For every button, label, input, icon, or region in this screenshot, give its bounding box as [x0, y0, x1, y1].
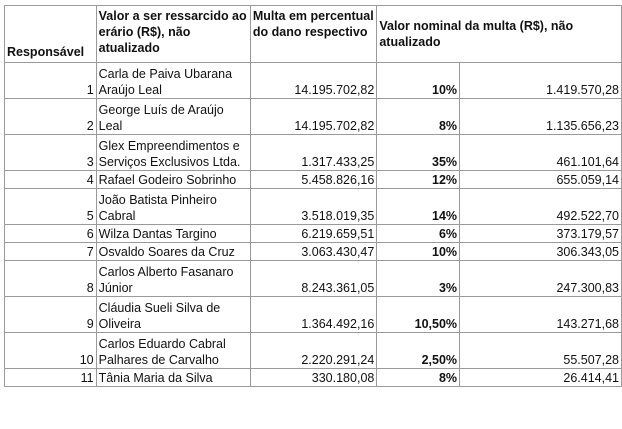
- row-valor-nominal: 143.271,68: [459, 296, 622, 333]
- table-row: 1 Carla de Paiva Ubarana Araújo Leal 14.19…: [4, 62, 622, 99]
- row-valor-nominal: 1.135.656,23: [459, 98, 622, 135]
- row-valor-nominal: 373.179,57: [459, 224, 622, 243]
- row-responsavel-name: Carlos Eduardo Cabral Palhares de Carval…: [95, 332, 251, 369]
- row-responsavel-name: Glex Empreendimentos e Serviços Exclusiv…: [95, 134, 251, 171]
- row-valor-ressarcido: 2.220.291,24: [249, 332, 378, 369]
- row-valor-ressarcido: 330.180,08: [249, 368, 378, 387]
- row-number: 2: [4, 98, 97, 135]
- row-number: 4: [4, 170, 97, 189]
- row-number: 9: [4, 296, 97, 333]
- row-responsavel-name: Wilza Dantas Targino: [95, 224, 251, 243]
- table-row: 5 João Batista Pinheiro Cabral 3.518.019,3…: [4, 188, 622, 225]
- row-responsavel-name: João Batista Pinheiro Cabral: [95, 188, 251, 225]
- header-responsavel: Responsável: [4, 5, 97, 63]
- row-multa-percentual: 2,50%: [376, 332, 461, 369]
- row-number: 5: [4, 188, 97, 225]
- row-multa-percentual: 8%: [376, 98, 461, 135]
- row-valor-nominal: 1.419.570,28: [459, 62, 622, 99]
- table-row: 8 Carlos Alberto Fasanaro Júnior 8.243.361…: [4, 260, 622, 297]
- row-valor-ressarcido: 14.195.702,82: [249, 98, 378, 135]
- table-row: 9 Cláudia Sueli Silva de Oliveira 1.364.49…: [4, 296, 622, 333]
- row-valor-ressarcido: 5.458.826,16: [249, 170, 378, 189]
- table-row: 10 Carlos Eduardo Cabral Palhares de Carv…: [4, 332, 622, 369]
- row-responsavel-name: Carlos Alberto Fasanaro Júnior: [95, 260, 251, 297]
- row-responsavel-name: Osvaldo Soares da Cruz: [95, 242, 251, 261]
- row-number: 6: [4, 224, 97, 243]
- row-valor-nominal: 26.414,41: [459, 368, 622, 387]
- table-row: 7 Osvaldo Soares da Cruz 3.063.430,47 10% 30…: [4, 242, 622, 261]
- row-multa-percentual: 8%: [376, 368, 461, 387]
- row-multa-percentual: 10%: [376, 242, 461, 261]
- header-row: Responsável Valor a ser ressarcido ao er…: [4, 5, 622, 63]
- row-number: 7: [4, 242, 97, 261]
- row-number: 3: [4, 134, 97, 171]
- row-responsavel-name: Cláudia Sueli Silva de Oliveira: [95, 296, 251, 333]
- fine-table-container: Responsável Valor a ser ressarcido ao er…: [4, 5, 622, 387]
- row-responsavel-name: Rafael Godeiro Sobrinho: [95, 170, 251, 189]
- row-responsavel-name: Tânia Maria da Silva: [95, 368, 251, 387]
- row-responsavel-name: George Luís de Araújo Leal: [95, 98, 251, 135]
- header-multa-percentual: Multa em percentual do dano respectivo: [249, 5, 378, 63]
- row-multa-percentual: 10,50%: [376, 296, 461, 333]
- row-number: 1: [4, 62, 97, 99]
- row-valor-nominal: 492.522,70: [459, 188, 622, 225]
- header-valor-nominal: Valor nominal da multa (R$), não atualiz…: [376, 5, 622, 63]
- row-multa-percentual: 12%: [376, 170, 461, 189]
- row-valor-ressarcido: 14.195.702,82: [249, 62, 378, 99]
- row-multa-percentual: 6%: [376, 224, 461, 243]
- row-valor-ressarcido: 1.364.492,16: [249, 296, 378, 333]
- table-row: 3 Glex Empreendimentos e Serviços Exclusi…: [4, 134, 622, 171]
- row-multa-percentual: 10%: [376, 62, 461, 99]
- row-valor-ressarcido: 3.063.430,47: [249, 242, 378, 261]
- row-number: 8: [4, 260, 97, 297]
- table-row: 2 George Luís de Araújo Leal 14.195.702,82…: [4, 98, 622, 135]
- table-row: 11 Tânia Maria da Silva 330.180,08 8% 26.414…: [4, 368, 622, 387]
- row-multa-percentual: 3%: [376, 260, 461, 297]
- row-valor-nominal: 247.300,83: [459, 260, 622, 297]
- row-number: 10: [4, 332, 97, 369]
- table-row: 4 Rafael Godeiro Sobrinho 5.458.826,16 12% 6…: [4, 170, 622, 189]
- header-valor-ressarcido: Valor a ser ressarcido ao erário (R$), n…: [95, 5, 251, 63]
- table-row: 6 Wilza Dantas Targino 6.219.659,51 6% 373.1…: [4, 224, 622, 243]
- row-valor-ressarcido: 8.243.361,05: [249, 260, 378, 297]
- row-valor-ressarcido: 3.518.019,35: [249, 188, 378, 225]
- fine-table: Responsável Valor a ser ressarcido ao er…: [4, 5, 622, 387]
- row-multa-percentual: 35%: [376, 134, 461, 171]
- row-valor-nominal: 306.343,05: [459, 242, 622, 261]
- table-body: 1 Carla de Paiva Ubarana Araújo Leal 14.19…: [4, 62, 622, 387]
- row-number: 11: [4, 368, 97, 387]
- row-valor-nominal: 461.101,64: [459, 134, 622, 171]
- row-multa-percentual: 14%: [376, 188, 461, 225]
- row-valor-ressarcido: 6.219.659,51: [249, 224, 378, 243]
- row-valor-nominal: 655.059,14: [459, 170, 622, 189]
- row-responsavel-name: Carla de Paiva Ubarana Araújo Leal: [95, 62, 251, 99]
- row-valor-ressarcido: 1.317.433,25: [249, 134, 378, 171]
- row-valor-nominal: 55.507,28: [459, 332, 622, 369]
